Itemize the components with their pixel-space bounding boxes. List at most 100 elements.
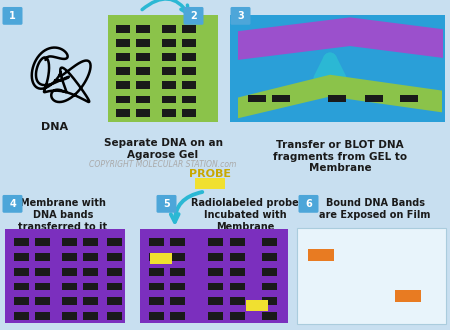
FancyBboxPatch shape: [162, 81, 176, 88]
FancyBboxPatch shape: [365, 94, 383, 102]
FancyBboxPatch shape: [170, 238, 185, 246]
FancyBboxPatch shape: [149, 268, 164, 276]
FancyBboxPatch shape: [208, 282, 223, 290]
FancyBboxPatch shape: [116, 81, 130, 88]
Text: Separate DNA on an
Agarose Gel: Separate DNA on an Agarose Gel: [104, 138, 222, 160]
FancyBboxPatch shape: [170, 297, 185, 305]
FancyBboxPatch shape: [62, 312, 77, 320]
FancyBboxPatch shape: [182, 25, 196, 33]
FancyBboxPatch shape: [140, 229, 288, 323]
FancyBboxPatch shape: [182, 81, 196, 88]
FancyBboxPatch shape: [184, 7, 203, 25]
FancyBboxPatch shape: [136, 81, 150, 88]
FancyBboxPatch shape: [83, 253, 98, 261]
FancyBboxPatch shape: [14, 297, 29, 305]
FancyBboxPatch shape: [328, 94, 346, 102]
Text: 6: 6: [305, 199, 312, 209]
FancyBboxPatch shape: [170, 282, 185, 290]
Text: 2: 2: [190, 11, 197, 21]
FancyBboxPatch shape: [170, 312, 185, 320]
FancyBboxPatch shape: [3, 195, 22, 213]
Text: Bound DNA Bands
are Exposed on Film: Bound DNA Bands are Exposed on Film: [320, 198, 431, 220]
FancyBboxPatch shape: [149, 297, 164, 305]
FancyBboxPatch shape: [108, 16, 218, 122]
FancyBboxPatch shape: [170, 268, 185, 276]
Text: DNA: DNA: [41, 122, 68, 132]
FancyBboxPatch shape: [262, 312, 277, 320]
FancyBboxPatch shape: [116, 39, 130, 47]
FancyBboxPatch shape: [149, 282, 164, 290]
FancyBboxPatch shape: [298, 195, 319, 213]
FancyBboxPatch shape: [195, 178, 225, 188]
FancyBboxPatch shape: [136, 53, 150, 61]
FancyBboxPatch shape: [116, 95, 130, 103]
FancyBboxPatch shape: [208, 312, 223, 320]
FancyBboxPatch shape: [107, 253, 122, 261]
Text: PROBE: PROBE: [189, 169, 231, 179]
Text: Membrane with
DNA bands
transferred to it: Membrane with DNA bands transferred to i…: [18, 198, 108, 232]
Text: Radiolabeled probe
Incubated with
Membrane: Radiolabeled probe Incubated with Membra…: [191, 198, 299, 232]
FancyBboxPatch shape: [248, 94, 266, 102]
FancyBboxPatch shape: [62, 268, 77, 276]
FancyBboxPatch shape: [395, 290, 421, 302]
FancyBboxPatch shape: [162, 39, 176, 47]
FancyBboxPatch shape: [262, 268, 277, 276]
FancyBboxPatch shape: [297, 228, 446, 324]
FancyBboxPatch shape: [170, 253, 185, 261]
FancyBboxPatch shape: [162, 53, 176, 61]
FancyBboxPatch shape: [116, 109, 130, 117]
FancyBboxPatch shape: [182, 95, 196, 103]
Text: 1: 1: [9, 11, 16, 21]
FancyBboxPatch shape: [262, 253, 277, 261]
FancyBboxPatch shape: [162, 67, 176, 75]
FancyBboxPatch shape: [83, 312, 98, 320]
FancyBboxPatch shape: [107, 238, 122, 246]
FancyBboxPatch shape: [83, 238, 98, 246]
FancyBboxPatch shape: [150, 253, 172, 264]
FancyBboxPatch shape: [208, 297, 223, 305]
FancyBboxPatch shape: [107, 268, 122, 276]
FancyBboxPatch shape: [400, 94, 418, 102]
FancyBboxPatch shape: [116, 25, 130, 33]
FancyBboxPatch shape: [116, 53, 130, 61]
FancyBboxPatch shape: [35, 268, 50, 276]
FancyBboxPatch shape: [230, 297, 245, 305]
Text: COPYRIGHT MOLECULAR STATION.com: COPYRIGHT MOLECULAR STATION.com: [89, 160, 237, 169]
Polygon shape: [238, 17, 443, 60]
FancyBboxPatch shape: [136, 67, 150, 75]
FancyBboxPatch shape: [62, 253, 77, 261]
FancyBboxPatch shape: [5, 229, 125, 323]
FancyBboxPatch shape: [83, 268, 98, 276]
FancyBboxPatch shape: [272, 94, 290, 102]
FancyBboxPatch shape: [230, 268, 245, 276]
FancyBboxPatch shape: [208, 253, 223, 261]
FancyBboxPatch shape: [208, 238, 223, 246]
FancyBboxPatch shape: [182, 67, 196, 75]
FancyBboxPatch shape: [149, 253, 164, 261]
FancyBboxPatch shape: [107, 297, 122, 305]
FancyBboxPatch shape: [83, 282, 98, 290]
FancyBboxPatch shape: [149, 238, 164, 246]
Text: Transfer or BLOT DNA
fragments from GEL to
Membrane: Transfer or BLOT DNA fragments from GEL …: [273, 140, 407, 173]
FancyBboxPatch shape: [157, 195, 176, 213]
FancyBboxPatch shape: [262, 238, 277, 246]
FancyBboxPatch shape: [107, 282, 122, 290]
FancyBboxPatch shape: [162, 109, 176, 117]
FancyBboxPatch shape: [35, 238, 50, 246]
FancyBboxPatch shape: [230, 312, 245, 320]
FancyBboxPatch shape: [182, 39, 196, 47]
FancyBboxPatch shape: [208, 268, 223, 276]
FancyBboxPatch shape: [246, 300, 268, 311]
FancyBboxPatch shape: [308, 249, 334, 261]
FancyBboxPatch shape: [14, 282, 29, 290]
FancyBboxPatch shape: [14, 268, 29, 276]
Text: 3: 3: [237, 11, 244, 21]
FancyBboxPatch shape: [230, 16, 445, 122]
FancyBboxPatch shape: [3, 7, 22, 25]
FancyBboxPatch shape: [62, 297, 77, 305]
FancyBboxPatch shape: [83, 297, 98, 305]
FancyBboxPatch shape: [136, 25, 150, 33]
FancyBboxPatch shape: [62, 282, 77, 290]
FancyBboxPatch shape: [182, 109, 196, 117]
FancyBboxPatch shape: [35, 297, 50, 305]
